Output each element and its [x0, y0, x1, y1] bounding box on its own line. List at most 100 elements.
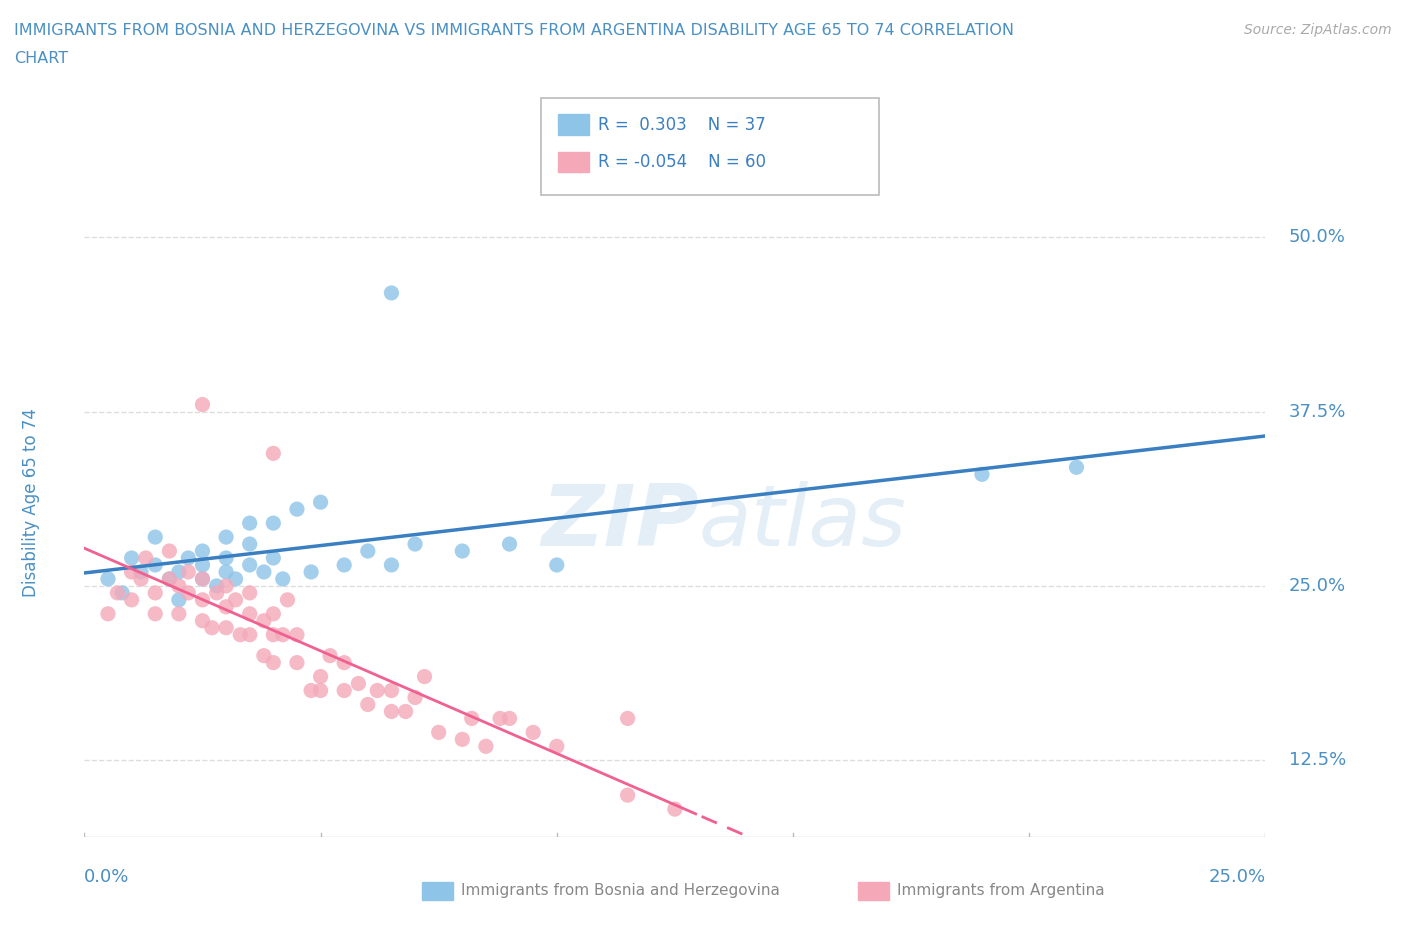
Point	[475, 738, 498, 753]
Point	[309, 495, 332, 510]
Point	[262, 516, 284, 531]
Point	[427, 725, 450, 740]
Point	[229, 628, 252, 643]
Point	[271, 628, 294, 643]
Point	[157, 571, 180, 587]
Point	[285, 656, 308, 671]
Text: 25.0%: 25.0%	[1289, 577, 1346, 595]
Point	[177, 586, 200, 601]
Point	[347, 676, 370, 691]
Point	[262, 606, 284, 621]
Point	[380, 558, 402, 573]
Point	[135, 551, 157, 565]
Point	[97, 571, 120, 587]
Point	[215, 600, 238, 615]
Point	[404, 690, 426, 705]
Point	[413, 670, 436, 684]
Text: IMMIGRANTS FROM BOSNIA AND HERZEGOVINA VS IMMIGRANTS FROM ARGENTINA DISABILITY A: IMMIGRANTS FROM BOSNIA AND HERZEGOVINA V…	[14, 23, 1014, 38]
Point	[253, 648, 276, 663]
Point	[107, 586, 129, 601]
Point	[380, 286, 402, 300]
Point	[143, 606, 166, 621]
Point	[285, 628, 308, 643]
Text: 50.0%: 50.0%	[1289, 228, 1346, 246]
Point	[239, 558, 262, 573]
Point	[498, 711, 520, 726]
Point	[167, 565, 190, 579]
Text: 37.5%: 37.5%	[1289, 403, 1347, 420]
Point	[129, 565, 152, 579]
Point	[239, 606, 262, 621]
Point	[191, 571, 214, 587]
Point	[143, 586, 166, 601]
Point	[451, 732, 474, 747]
Point	[262, 551, 284, 565]
Point	[333, 558, 356, 573]
Point	[121, 551, 143, 565]
Point	[404, 537, 426, 551]
Point	[253, 614, 276, 629]
Point	[191, 397, 214, 412]
Point	[215, 620, 238, 635]
Point	[97, 606, 120, 621]
Point	[309, 670, 332, 684]
Point	[167, 578, 190, 593]
Point	[394, 704, 416, 719]
Point	[333, 656, 356, 671]
Text: atlas: atlas	[699, 481, 907, 564]
Text: 25.0%: 25.0%	[1208, 868, 1265, 885]
Point	[253, 565, 276, 579]
Point	[319, 648, 342, 663]
Text: CHART: CHART	[14, 51, 67, 66]
Point	[616, 711, 638, 726]
Text: Immigrants from Argentina: Immigrants from Argentina	[897, 884, 1105, 898]
Point	[333, 684, 356, 698]
Point	[498, 537, 520, 551]
Point	[262, 656, 284, 671]
Point	[191, 571, 214, 587]
Point	[239, 586, 262, 601]
Point	[664, 802, 686, 817]
Text: Immigrants from Bosnia and Herzegovina: Immigrants from Bosnia and Herzegovina	[461, 884, 780, 898]
Point	[191, 592, 214, 607]
Point	[191, 614, 214, 629]
Point	[167, 592, 190, 607]
Point	[616, 788, 638, 803]
Point	[205, 578, 228, 593]
Point	[239, 537, 262, 551]
Text: Source: ZipAtlas.com: Source: ZipAtlas.com	[1244, 23, 1392, 37]
Point	[271, 571, 294, 587]
Point	[380, 684, 402, 698]
Point	[357, 698, 380, 712]
Point	[546, 738, 568, 753]
Point	[262, 446, 284, 461]
Point	[215, 530, 238, 545]
Point	[522, 725, 544, 740]
Point	[225, 571, 247, 587]
Point	[215, 565, 238, 579]
Point	[205, 586, 228, 601]
Point	[461, 711, 484, 726]
Text: R = -0.054    N = 60: R = -0.054 N = 60	[598, 153, 765, 171]
Point	[357, 544, 380, 559]
Point	[177, 551, 200, 565]
Point	[157, 544, 180, 559]
Point	[143, 530, 166, 545]
Point	[225, 592, 247, 607]
Point	[285, 502, 308, 517]
Point	[129, 571, 152, 587]
Text: Disability Age 65 to 74: Disability Age 65 to 74	[22, 407, 41, 597]
Point	[121, 565, 143, 579]
Point	[546, 558, 568, 573]
Text: R =  0.303    N = 37: R = 0.303 N = 37	[598, 115, 765, 134]
Point	[215, 551, 238, 565]
Point	[380, 704, 402, 719]
Point	[201, 620, 224, 635]
Point	[262, 628, 284, 643]
Point	[366, 684, 388, 698]
Text: 0.0%: 0.0%	[84, 868, 129, 885]
Point	[167, 606, 190, 621]
Point	[157, 571, 180, 587]
Point	[489, 711, 512, 726]
Point	[143, 558, 166, 573]
